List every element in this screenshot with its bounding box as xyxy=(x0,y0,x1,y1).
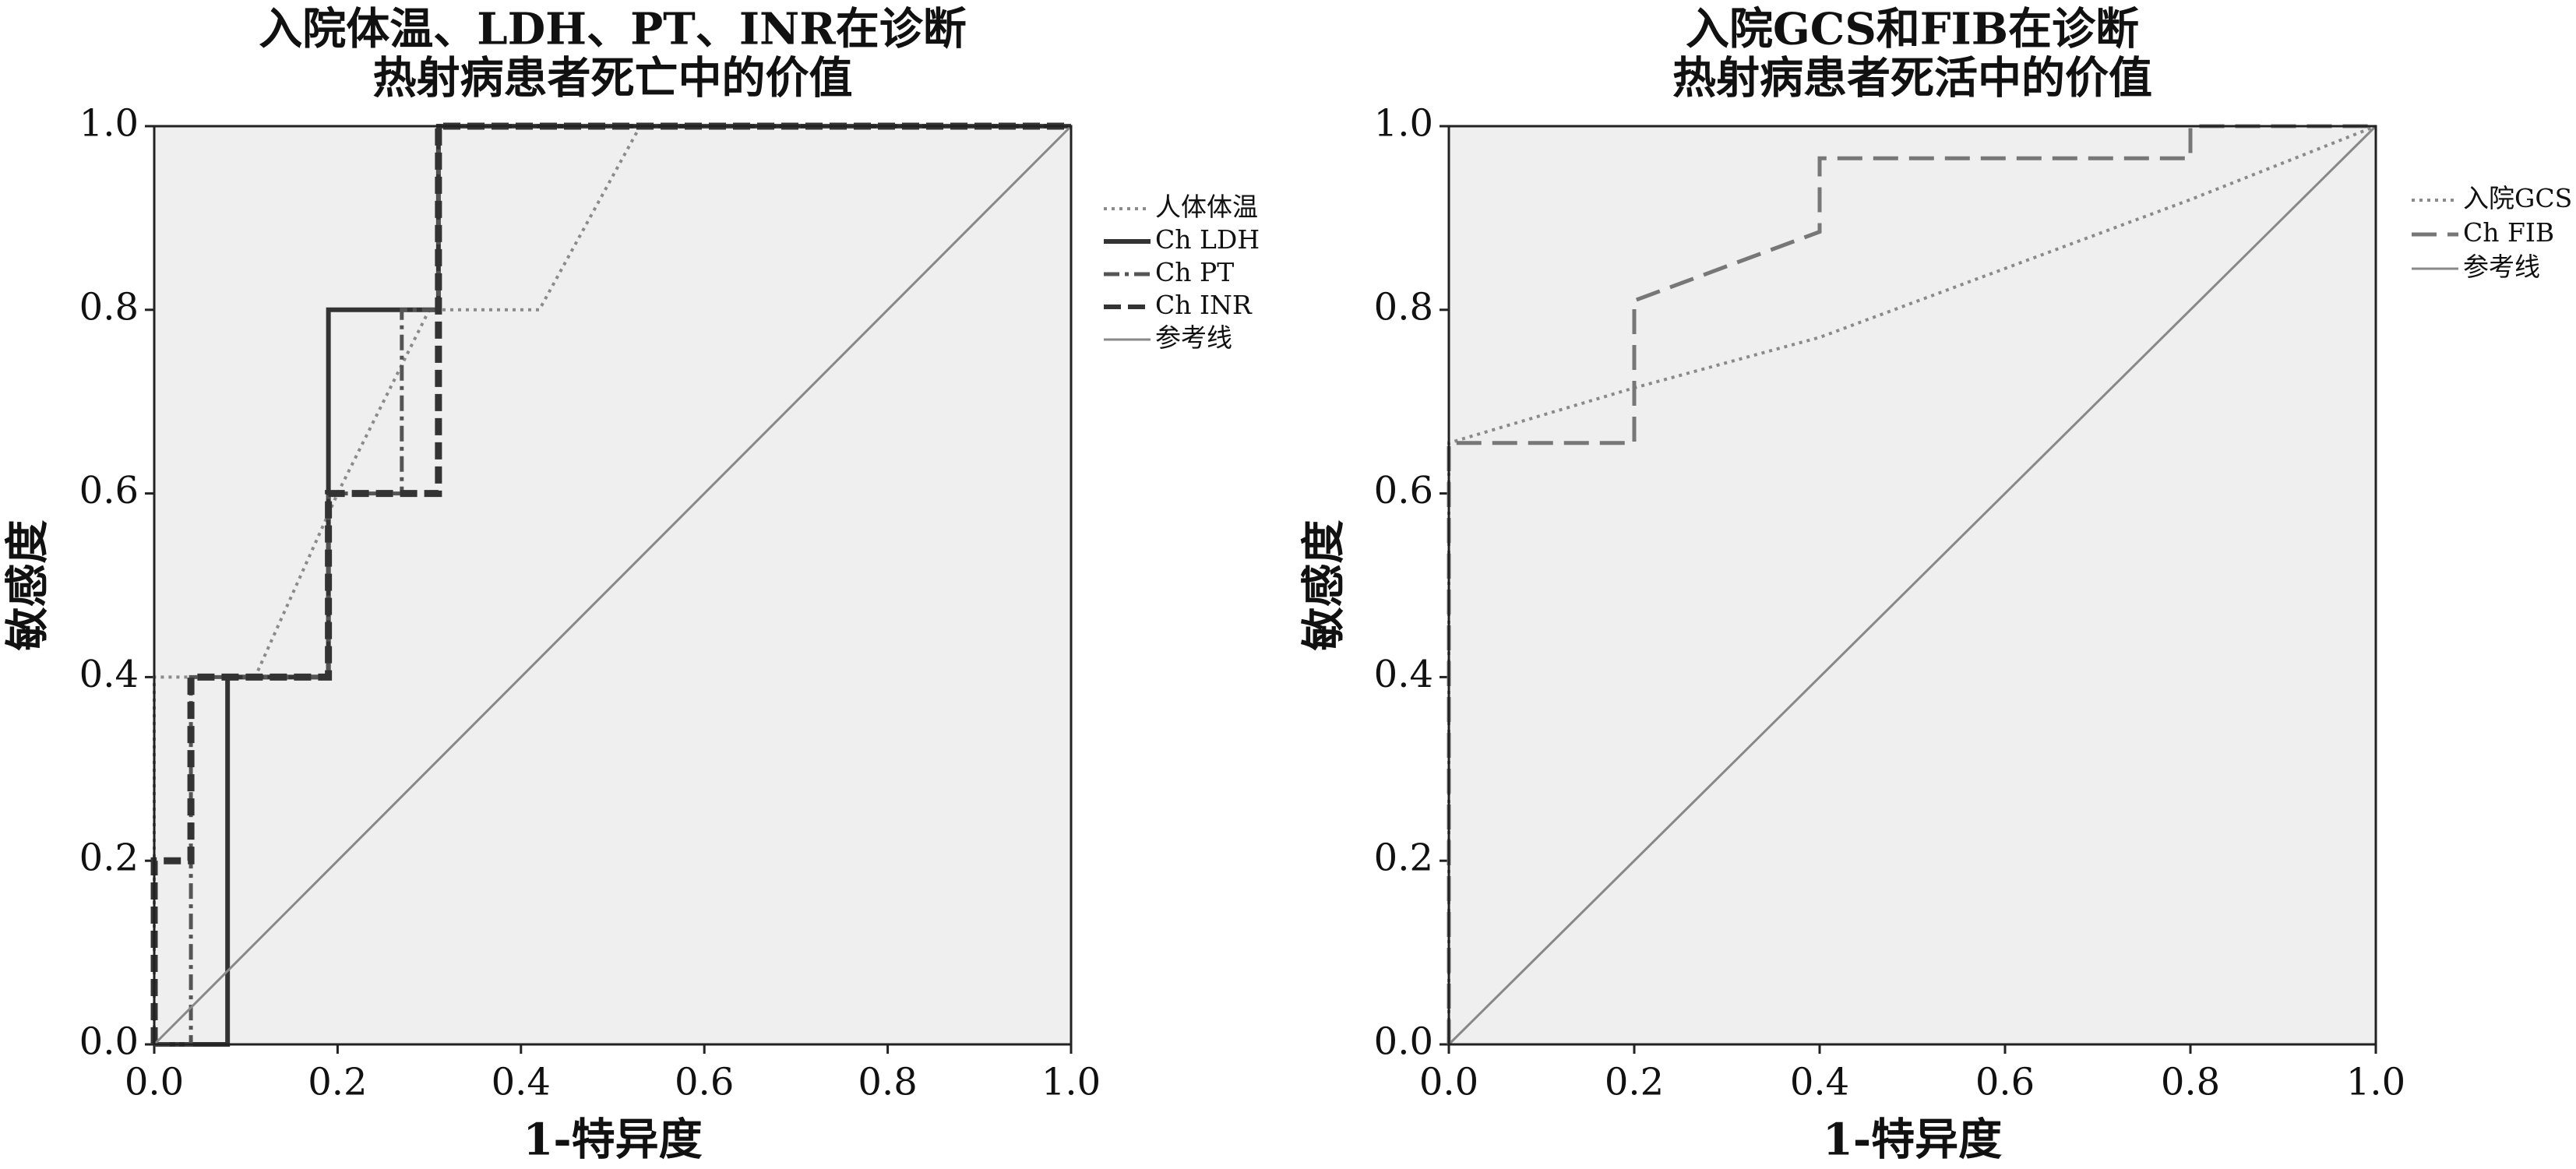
legend-label: Ch LDH xyxy=(1155,224,1260,255)
x-tick-label: 0.4 xyxy=(1790,1061,1849,1104)
x-tick-label: 0.6 xyxy=(1975,1061,2035,1104)
y-axis-label: 敏感度 xyxy=(2,520,54,651)
legend-label: 入院GCS xyxy=(2463,183,2572,213)
series-line xyxy=(153,125,1073,1046)
y-tick-label: 0.6 xyxy=(79,469,139,512)
y-tick-label: 0.8 xyxy=(1374,285,1433,329)
chart-title: 热射病患者死亡中的价值 xyxy=(373,53,853,104)
x-tick-label: 0.6 xyxy=(675,1061,734,1104)
y-tick-label: 1.0 xyxy=(1374,102,1433,146)
series-line xyxy=(153,125,1071,1044)
legend-label: Ch PT xyxy=(1155,257,1234,287)
legend-label: 参考线 xyxy=(1155,322,1232,353)
x-tick-label: 0.8 xyxy=(2161,1061,2220,1104)
y-tick-label: 0.8 xyxy=(79,285,139,329)
chart-title: 入院GCS和FIB在诊断 xyxy=(1686,4,2139,55)
y-tick-label: 0.6 xyxy=(1374,469,1433,512)
plot-frame xyxy=(1447,125,2377,1046)
y-tick-label: 0.2 xyxy=(1374,836,1433,880)
y-tick-label: 0.2 xyxy=(79,836,139,880)
x-tick-label: 1.0 xyxy=(2346,1061,2405,1104)
y-tick-label: 1.0 xyxy=(79,102,139,146)
chart-title: 入院体温、LDH、PT、INR在诊断 xyxy=(259,4,967,55)
y-tick-label: 0.0 xyxy=(1374,1020,1433,1064)
x-axis-label: 1-特异度 xyxy=(523,1114,702,1166)
x-axis-label: 1-特异度 xyxy=(1823,1114,2002,1166)
plot-frame xyxy=(153,125,1073,1046)
x-tick-label: 0.2 xyxy=(308,1061,367,1104)
legend-label: Ch INR xyxy=(1155,290,1253,320)
legend-label: Ch FIB xyxy=(2463,217,2554,248)
x-tick-label: 0.8 xyxy=(858,1061,917,1104)
chart-title: 热射病患者死活中的价值 xyxy=(1672,53,2152,104)
x-tick-label: 0.0 xyxy=(125,1061,184,1104)
legend-label: 人体体温 xyxy=(1155,192,1258,222)
series-line xyxy=(1447,124,2376,1044)
x-tick-label: 1.0 xyxy=(1041,1061,1101,1104)
y-tick-label: 0.0 xyxy=(79,1020,139,1064)
series-line xyxy=(1447,125,2377,1046)
series-line xyxy=(150,122,1071,1044)
y-tick-label: 0.4 xyxy=(79,653,139,696)
x-tick-label: 0.0 xyxy=(1419,1061,1478,1104)
x-tick-label: 0.2 xyxy=(1605,1061,1664,1104)
y-axis-label: 敏感度 xyxy=(1299,520,1350,651)
legend-label: 参考线 xyxy=(2463,252,2540,282)
y-tick-label: 0.4 xyxy=(1374,653,1433,696)
x-tick-label: 0.4 xyxy=(492,1061,551,1104)
